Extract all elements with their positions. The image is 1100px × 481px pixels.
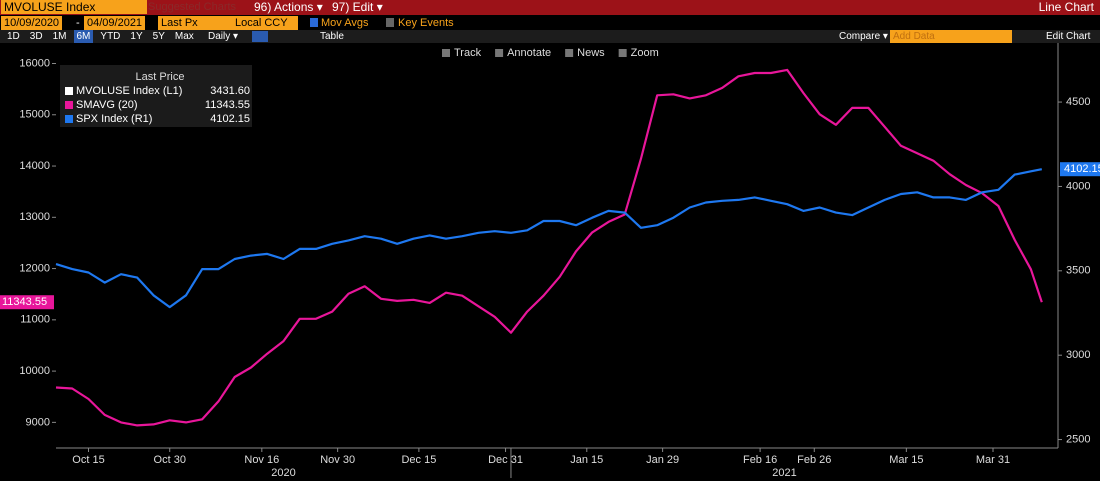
x-group-label: 2021: [772, 467, 796, 479]
legend-name: SMAVG (20): [76, 99, 138, 111]
period-button[interactable]: 6M: [73, 30, 94, 43]
x-tick-label: Nov 30: [320, 454, 355, 466]
period-button[interactable]: 1M: [52, 31, 67, 42]
last-value-label: 11343.55: [2, 296, 47, 308]
tool-icon: [565, 49, 574, 57]
start-date[interactable]: 10/09/2020: [1, 16, 63, 30]
series-line: [55, 168, 1043, 309]
x-tick-label: Oct 15: [72, 454, 104, 466]
period-button[interactable]: 1D: [7, 31, 20, 42]
chart: Track Annotate News Zoom 9000 10000 11000 12000…: [0, 43, 1100, 481]
chart-tool[interactable]: News: [577, 47, 605, 59]
y2-tick-label: 4500: [1066, 96, 1090, 108]
mov-avgs-check[interactable]: [310, 18, 318, 27]
chart-tool[interactable]: Track: [454, 47, 482, 59]
price-field[interactable]: Last Px: [158, 16, 232, 30]
y-tick-label: 15000: [19, 109, 50, 121]
x-tick-label: Nov 16: [244, 454, 279, 466]
x-tick-label: Dec 15: [401, 454, 436, 466]
currency-field[interactable]: Local CCY: [232, 16, 298, 30]
legend-swatch: [65, 87, 73, 95]
security-field[interactable]: MVOLUSE Index: [1, 0, 147, 14]
last-value-label: 4102.15: [1064, 163, 1100, 175]
chart-type: Line Chart: [1038, 0, 1094, 14]
x-tick-label: Dec 31: [488, 454, 523, 466]
add-data-field[interactable]: Add Data: [890, 30, 1012, 43]
x-tick-label: Oct 30: [154, 454, 186, 466]
y-tick-label: 13000: [19, 211, 50, 223]
actions-menu[interactable]: 96) Actions ▾: [254, 0, 323, 14]
chart-tool[interactable]: Annotate: [507, 47, 551, 59]
period-button[interactable]: 1Y: [130, 31, 143, 42]
x-tick-label: Mar 15: [889, 454, 923, 466]
tool-icon: [442, 49, 450, 57]
legend-box: [60, 65, 252, 127]
edit-menu[interactable]: 97) Edit ▾: [332, 0, 383, 14]
line-icon[interactable]: [252, 31, 268, 42]
x-tick-label: Feb 26: [797, 454, 831, 466]
y-tick-label: 9000: [26, 416, 50, 428]
legend-name: MVOLUSE Index (L1): [76, 85, 182, 97]
frequency[interactable]: Daily ▾: [208, 31, 239, 42]
key-events[interactable]: Key Events: [398, 17, 454, 29]
key-events-check[interactable]: [386, 18, 394, 27]
legend-swatch: [65, 115, 73, 123]
x-tick-label: Mar 31: [976, 454, 1010, 466]
legend-name: SPX Index (R1): [76, 113, 152, 125]
legend-value: 11343.55: [205, 99, 250, 111]
x-group-label: 2020: [271, 467, 295, 479]
y-tick-label: 11000: [20, 314, 50, 326]
mov-avgs[interactable]: Mov Avgs: [321, 17, 369, 29]
suggested-charts[interactable]: Suggested Charts: [148, 1, 237, 13]
last-value-tag: [1060, 162, 1100, 177]
tool-icon: [618, 49, 627, 57]
legend-swatch: [65, 101, 73, 109]
series-line: [55, 68, 1043, 427]
compare-menu[interactable]: Compare ▾: [839, 31, 888, 42]
period-button[interactable]: 3D: [29, 31, 43, 42]
legend-value: 4102.15: [210, 113, 250, 125]
chart-tool[interactable]: Zoom: [631, 47, 659, 59]
legend-title: Last Price: [136, 71, 185, 83]
x-tick-label: Jan 15: [570, 454, 603, 466]
title-bar: MVOLUSE Index Suggested Charts 96) Actio…: [0, 0, 1100, 15]
y2-tick-label: 4000: [1066, 180, 1090, 192]
edit-chart-button[interactable]: Edit Chart: [1046, 31, 1091, 42]
y-tick-label: 16000: [19, 57, 50, 69]
y2-tick-label: 2500: [1066, 433, 1090, 445]
y-tick-label: 10000: [19, 365, 50, 377]
period-bar: Daily ▾ Table Compare ▾ Add Data Edit Ch…: [0, 30, 1100, 43]
y-tick-label: 12000: [19, 262, 50, 274]
legend-value: 3431.60: [210, 85, 250, 97]
x-tick-label: Jan 29: [646, 454, 679, 466]
y2-tick-label: 3500: [1066, 265, 1090, 277]
y2-tick-label: 3000: [1066, 349, 1090, 361]
settings-bar: 10/09/2020 - 04/09/2021 Last Px Local CC…: [0, 15, 1100, 30]
table-button[interactable]: Table: [320, 31, 344, 42]
last-value-tag: [0, 295, 54, 310]
period-button[interactable]: Max: [174, 31, 194, 42]
x-tick-label: Feb 16: [743, 454, 777, 466]
end-date[interactable]: 04/09/2021: [84, 16, 146, 30]
period-button[interactable]: YTD: [100, 31, 121, 42]
y-tick-label: 14000: [19, 160, 50, 172]
period-button[interactable]: 5Y: [152, 31, 165, 42]
tool-icon: [495, 49, 504, 57]
date-separator: -: [76, 17, 80, 29]
